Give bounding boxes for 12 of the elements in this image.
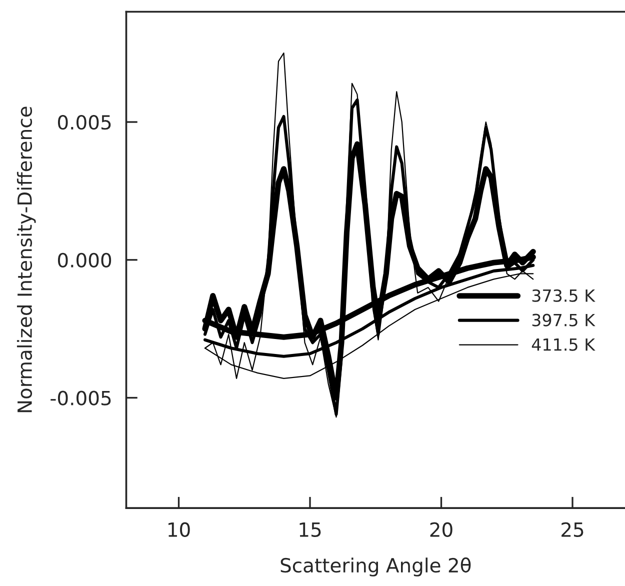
- legend-label: 411.5 K: [532, 338, 596, 351]
- y-tick-label: 0.005: [58, 114, 111, 130]
- x-tick-label: 20: [430, 522, 452, 537]
- legend-label: 373.5 K: [532, 289, 596, 302]
- x-axis-title: Scattering Angle 2θ: [280, 557, 471, 576]
- y-tick-label: -0.005: [50, 390, 111, 406]
- legend-label: 397.5 K: [532, 314, 596, 326]
- x-tick-label: 15: [300, 522, 321, 537]
- x-tick-label: 10: [168, 522, 190, 537]
- y-tick-label: 0.000: [58, 252, 112, 268]
- x-tick-label: 25: [562, 522, 584, 537]
- y-axis-title: Normalized Intensity-Difference: [16, 106, 36, 412]
